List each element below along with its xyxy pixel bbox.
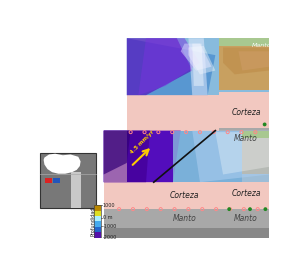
Circle shape — [248, 207, 252, 211]
Bar — [45, 178, 52, 183]
Text: Corteza: Corteza — [231, 108, 261, 117]
Polygon shape — [44, 154, 81, 174]
Polygon shape — [104, 131, 269, 182]
Polygon shape — [173, 131, 269, 182]
Text: 1000: 1000 — [103, 203, 115, 208]
Polygon shape — [188, 46, 215, 74]
Text: -1000: -1000 — [103, 224, 117, 229]
Bar — [94, 221, 101, 227]
Bar — [94, 216, 101, 221]
Polygon shape — [127, 132, 269, 146]
Text: 0 m: 0 m — [103, 215, 112, 220]
Polygon shape — [219, 38, 269, 46]
Polygon shape — [104, 182, 269, 209]
Bar — [53, 178, 60, 183]
Bar — [94, 227, 101, 232]
Text: Manto: Manto — [234, 134, 258, 143]
Polygon shape — [104, 131, 131, 175]
Polygon shape — [192, 131, 269, 182]
Polygon shape — [242, 209, 269, 228]
Polygon shape — [104, 131, 127, 182]
Polygon shape — [188, 38, 208, 95]
Polygon shape — [104, 131, 181, 182]
Polygon shape — [127, 38, 192, 95]
Polygon shape — [104, 131, 150, 182]
Polygon shape — [192, 44, 204, 86]
Circle shape — [263, 207, 267, 211]
Polygon shape — [70, 172, 81, 208]
Bar — [40, 153, 96, 208]
Text: Manto: Manto — [252, 44, 272, 48]
Polygon shape — [219, 38, 269, 90]
Polygon shape — [127, 95, 269, 132]
Text: Corteza: Corteza — [170, 191, 199, 200]
Text: Manto: Manto — [173, 214, 196, 223]
Text: Manto: Manto — [234, 214, 258, 223]
Circle shape — [227, 207, 231, 211]
Text: -2000: -2000 — [103, 235, 117, 240]
Text: 4.5 mm/yr: 4.5 mm/yr — [129, 129, 155, 155]
Polygon shape — [242, 175, 269, 209]
Text: Profundidad: Profundidad — [90, 207, 95, 236]
Polygon shape — [127, 38, 215, 95]
Bar — [94, 232, 101, 238]
Text: Corteza: Corteza — [231, 189, 261, 198]
Polygon shape — [138, 38, 200, 95]
Polygon shape — [181, 44, 212, 70]
Polygon shape — [219, 92, 269, 128]
Bar — [94, 205, 101, 238]
Polygon shape — [127, 38, 269, 95]
Polygon shape — [215, 132, 269, 175]
Polygon shape — [242, 131, 269, 175]
Polygon shape — [104, 209, 269, 228]
Polygon shape — [223, 48, 269, 74]
Polygon shape — [238, 51, 269, 70]
Circle shape — [263, 123, 267, 126]
Polygon shape — [242, 131, 269, 138]
Polygon shape — [104, 228, 269, 238]
Bar — [94, 211, 101, 216]
Bar — [94, 205, 101, 211]
Polygon shape — [219, 128, 269, 146]
